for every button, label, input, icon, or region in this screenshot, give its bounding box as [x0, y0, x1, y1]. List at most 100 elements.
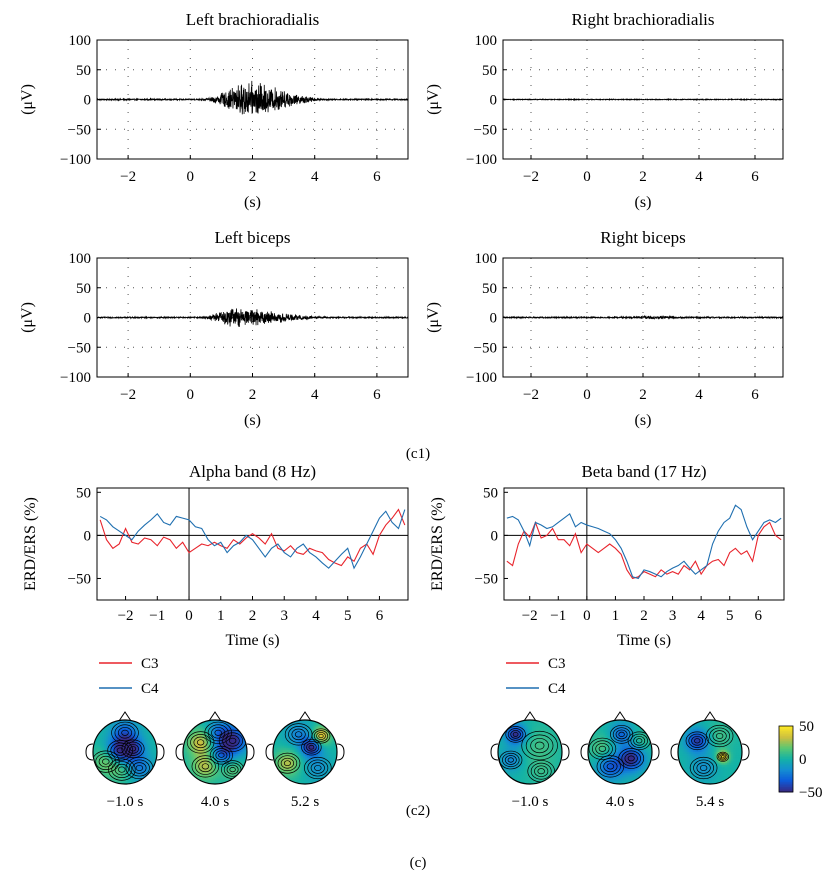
topomap-cell: [335, 733, 337, 736]
topomap-cell: [314, 765, 317, 768]
topomap-cell: [220, 744, 223, 747]
topomap-cell: [230, 767, 233, 770]
topomap-cell: [636, 720, 640, 723]
topomap-cell: [93, 755, 96, 759]
topomap-cell: [151, 755, 154, 759]
topomap-cell: [132, 772, 135, 775]
topomap-cell: [522, 763, 525, 766]
topomap-cell: [205, 761, 208, 764]
topomap-cell: [130, 774, 133, 777]
topomap-cell: [513, 774, 516, 777]
topomap-cell: [305, 725, 308, 728]
topomap-cell: [136, 725, 139, 728]
topomap-cell: [314, 772, 317, 775]
topomap-cell: [190, 738, 193, 742]
topomap-cell: [98, 776, 101, 779]
topomap-cell: [143, 729, 147, 732]
topomap-cell: [153, 744, 156, 747]
topomap-cell: [243, 720, 246, 723]
topomap-cell: [546, 733, 550, 736]
topomap-cell: [243, 770, 246, 774]
topomap-cell: [218, 733, 222, 736]
topomap-cell: [188, 778, 191, 781]
topomap-cell: [289, 740, 293, 743]
topomap-cell: [188, 725, 191, 728]
topomap-cell: [329, 725, 332, 728]
topomap-cell: [237, 776, 240, 779]
topomap-cell: [151, 727, 154, 730]
topomap-cell: [111, 770, 115, 774]
topomap-cell: [220, 736, 223, 740]
topomap-cell: [106, 742, 109, 745]
topomap-cell: [194, 742, 197, 745]
topomap-cell: [318, 753, 321, 757]
topomap-cell: [151, 752, 154, 755]
topomap-cell: [288, 750, 291, 753]
topomap-cell: [289, 753, 293, 757]
contour-line: [204, 721, 232, 744]
topomap-cell: [518, 774, 521, 777]
topomap-cell: [520, 729, 523, 732]
topomap-cell: [113, 776, 116, 779]
topomap-cell: [102, 772, 105, 775]
topomap-cell: [501, 738, 505, 742]
topomap-cell: [115, 725, 118, 728]
topomap-cell: [237, 767, 240, 770]
topomap-cell: [149, 763, 152, 766]
topomap-cell: [295, 727, 298, 730]
topomap-cell: [93, 774, 96, 777]
topomap-cell: [218, 778, 222, 781]
topomap-cell: [305, 770, 308, 774]
topomap-cell: [554, 757, 557, 760]
topomap-cell: [323, 727, 327, 730]
topomap-cell: [184, 740, 188, 743]
topomap-cell: [241, 774, 244, 777]
topomap-cell: [306, 746, 310, 749]
topomap-cell: [194, 759, 197, 762]
topomap-cell: [134, 742, 137, 745]
topomap-cell: [183, 729, 186, 732]
topomap-cell: [183, 765, 186, 768]
topomap-cell: [323, 731, 327, 734]
topomap-cell: [295, 733, 298, 736]
topomap-cell: [123, 750, 126, 753]
topomap-cell: [516, 742, 520, 745]
topomap-cell: [96, 723, 100, 727]
topomap-cell: [94, 782, 98, 784]
topomap-cell: [516, 772, 520, 775]
topomap-cell: [243, 731, 246, 734]
topomap-cell: [183, 731, 186, 734]
topomap-cell: [111, 767, 115, 770]
topomap-cell: [516, 776, 520, 779]
topomap-cell: [539, 753, 542, 757]
topomap-cell: [198, 768, 201, 772]
topomap-cell: [153, 759, 156, 762]
topomap-cell: [560, 750, 562, 753]
topomap-cell: [528, 782, 531, 784]
topomap-cell: [192, 768, 195, 772]
topomap-cell: [143, 742, 147, 745]
contour-line: [310, 762, 325, 774]
topomap-cell: [507, 755, 510, 759]
topomap-cell: [235, 763, 238, 766]
topomap-cell: [136, 782, 139, 784]
topomap-cell: [314, 767, 317, 770]
topomap-cell: [93, 746, 96, 749]
topomap-cell: [104, 742, 107, 745]
topomap-cell: [286, 753, 289, 757]
topomap-cell: [209, 720, 212, 723]
topomap-cell: [213, 765, 216, 768]
topomap-cell: [546, 761, 550, 764]
topomap-cell: [188, 733, 191, 736]
topomap-cell: [320, 776, 323, 779]
topomap-cell: [98, 742, 101, 745]
topomap-cell: [155, 763, 157, 766]
topomap-cell: [188, 727, 191, 730]
topomap-cell: [100, 757, 103, 760]
topomap-cell: [316, 753, 319, 757]
topomap-cell: [318, 720, 321, 723]
topomap-cell: [278, 748, 281, 751]
topomap-cell: [231, 780, 235, 783]
topomap-cell: [102, 778, 105, 781]
topomap-cell: [138, 759, 141, 762]
